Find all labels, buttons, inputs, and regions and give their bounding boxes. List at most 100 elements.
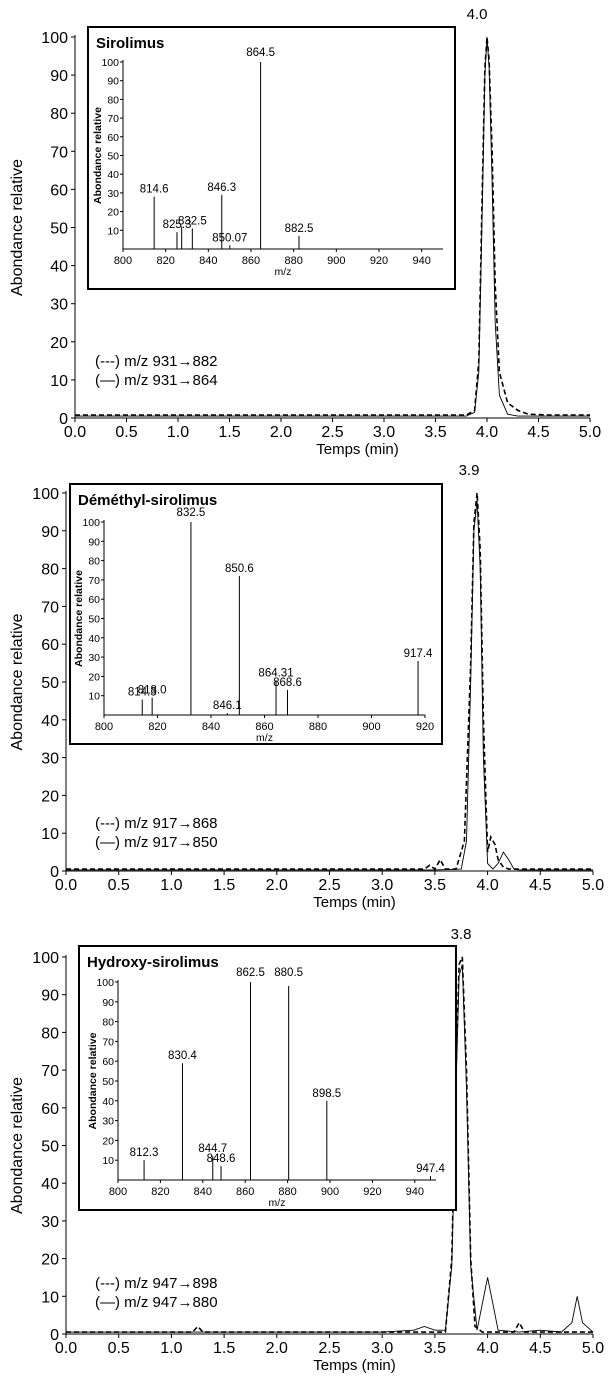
- chromatogram-panel-1: 0 10 20 30 40 50 60 70 80 90 100 0.0 0.5 1.0 1.5 2.0 2.5…: [9, 6, 601, 458]
- inset-x-axis-title: m/z: [269, 1197, 286, 1209]
- inset-y-tick-label: 70: [107, 113, 119, 125]
- spectrum-peak-label: 825.3: [163, 219, 192, 231]
- inset-y-tick-label: 10: [107, 225, 119, 237]
- y-tick-label: 80: [50, 106, 68, 123]
- inset-y-tick-label: 20: [107, 207, 119, 219]
- y-tick-label: 0: [59, 411, 68, 428]
- spectrum-peak-label: 832.5: [178, 215, 207, 227]
- inset-y-tick-label: 40: [88, 633, 100, 645]
- x-tick-label: 2.5: [318, 1340, 340, 1357]
- y-axis-title: Abondance relative: [9, 1077, 26, 1214]
- inset-x-tick-label: 880: [278, 1186, 296, 1198]
- inset-x-tick-label: 860: [255, 721, 273, 733]
- inset-x-tick-label: 820: [148, 721, 166, 733]
- y-tick-label: 100: [41, 30, 68, 47]
- inset-y-tick-label: 40: [102, 1096, 114, 1108]
- inset-x-tick-label: 860: [236, 1186, 254, 1198]
- y-tick-label: 10: [50, 373, 68, 390]
- y-tick-label: 90: [41, 524, 59, 541]
- x-tick-label: 0.5: [115, 424, 137, 441]
- x-tick-label: 4.5: [529, 1340, 551, 1357]
- inset-x-axis-title: m/z: [275, 266, 292, 278]
- x-axis-title: Temps (min): [313, 894, 396, 911]
- inset-x-tick-label: 840: [199, 255, 217, 267]
- x-tick-label: 5.0: [582, 877, 604, 894]
- x-tick-label: 2.0: [266, 877, 288, 894]
- x-tick-label: 4.0: [476, 424, 498, 441]
- inset-y-tick-label: 50: [88, 614, 100, 626]
- inset-x-tick-label: 900: [362, 721, 380, 733]
- x-tick-label: 3.5: [424, 1340, 446, 1357]
- inset-x-tick-label: 800: [114, 255, 132, 267]
- inset-y-tick-label: 90: [107, 76, 119, 88]
- spectrum-peak-label: 898.5: [312, 1088, 341, 1100]
- spectrum-peak-label: 814.6: [140, 184, 169, 196]
- inset-y-tick-label: 20: [102, 1135, 114, 1147]
- spectrum-peak-label: 880.5: [274, 967, 303, 979]
- inset-box: [87, 26, 456, 290]
- inset-y-tick-label: 10: [88, 691, 100, 703]
- y-tick-label: 40: [50, 259, 68, 276]
- x-tick-label: 0.0: [55, 1340, 77, 1357]
- y-tick-label: 80: [41, 562, 59, 579]
- x-tick-label: 5.0: [579, 424, 601, 441]
- x-axis-title: Temps (min): [316, 441, 399, 458]
- legend-entry-1: (---) m/z 931→882: [95, 353, 218, 370]
- inset-x-tick-label: 860: [242, 255, 260, 267]
- y-tick-label: 70: [41, 1063, 59, 1080]
- y-tick-label: 20: [41, 788, 59, 805]
- y-tick-label: 90: [41, 988, 59, 1005]
- peak-apex-label: 3.9: [459, 462, 480, 479]
- y-axis-title: Abondance relative: [9, 159, 26, 296]
- x-tick-label: 0.0: [64, 424, 86, 441]
- x-tick-label: 4.5: [527, 424, 549, 441]
- x-tick-label: 3.0: [371, 877, 393, 894]
- y-tick-label: 70: [50, 144, 68, 161]
- y-tick-label: 40: [41, 713, 59, 730]
- spectrum-peak-label: 917.4: [404, 648, 433, 660]
- inset-y-tick-label: 60: [88, 594, 100, 606]
- y-tick-label: 40: [41, 1176, 59, 1193]
- y-tick-label: 0: [50, 1327, 59, 1344]
- series-line-1: [66, 956, 593, 1333]
- inset-x-tick-label: 900: [321, 1186, 339, 1198]
- series-line-2: [66, 500, 593, 871]
- legend-entry-2: (—) m/z 917→850: [95, 834, 218, 851]
- inset-x-tick-label: 820: [156, 255, 174, 267]
- inset-y-tick-label: 30: [88, 652, 100, 664]
- spectrum-peak-label: 868.6: [273, 677, 302, 689]
- inset-y-tick-label: 60: [107, 132, 119, 144]
- inset-y-tick-label: 80: [88, 556, 100, 568]
- inset-y-axis-title: Abondance relative: [73, 570, 85, 667]
- x-tick-label: 2.5: [318, 877, 340, 894]
- inset-x-tick-label: 880: [309, 721, 327, 733]
- inset-y-tick-label: 100: [82, 517, 100, 529]
- legend-entry-1: (---) m/z 917→868: [95, 815, 218, 832]
- x-tick-label: 4.5: [529, 877, 551, 894]
- series-line-2: [75, 36, 590, 417]
- y-tick-label: 90: [50, 68, 68, 85]
- series-line-2: [66, 964, 594, 1333]
- x-tick-label: 3.5: [424, 424, 446, 441]
- y-tick-label: 20: [50, 335, 68, 352]
- chromatogram-panel-2: 0 10 20 30 40 50 60 70 80 90 100 0.0 0.5 1.0 1.5 2.0 2.5…: [9, 462, 604, 911]
- x-tick-label: 1.5: [213, 1340, 235, 1357]
- inset-x-tick-label: 920: [416, 721, 434, 733]
- y-tick-label: 50: [50, 221, 68, 238]
- x-tick-label: 3.0: [371, 1340, 393, 1357]
- inset-x-tick-label: 800: [109, 1186, 127, 1198]
- y-axis-title: Abondance relative: [9, 613, 26, 750]
- spectrum-peak-label: 864.31: [258, 667, 293, 679]
- inset-y-tick-label: 80: [107, 94, 119, 106]
- spectrum-peak-label: 882.5: [285, 223, 314, 235]
- y-tick-label: 100: [32, 950, 59, 967]
- legend-entry-1: (---) m/z 947→898: [95, 1275, 218, 1292]
- inset-x-tick-label: 940: [406, 1186, 424, 1198]
- x-tick-label: 0.0: [55, 877, 77, 894]
- spectrum-peak-label: 832.5: [177, 507, 206, 519]
- inset-y-tick-label: 70: [88, 575, 100, 587]
- x-tick-label: 4.0: [476, 877, 498, 894]
- inset-x-tick-label: 900: [327, 255, 345, 267]
- spectrum-peak-label: 846.1: [213, 700, 242, 712]
